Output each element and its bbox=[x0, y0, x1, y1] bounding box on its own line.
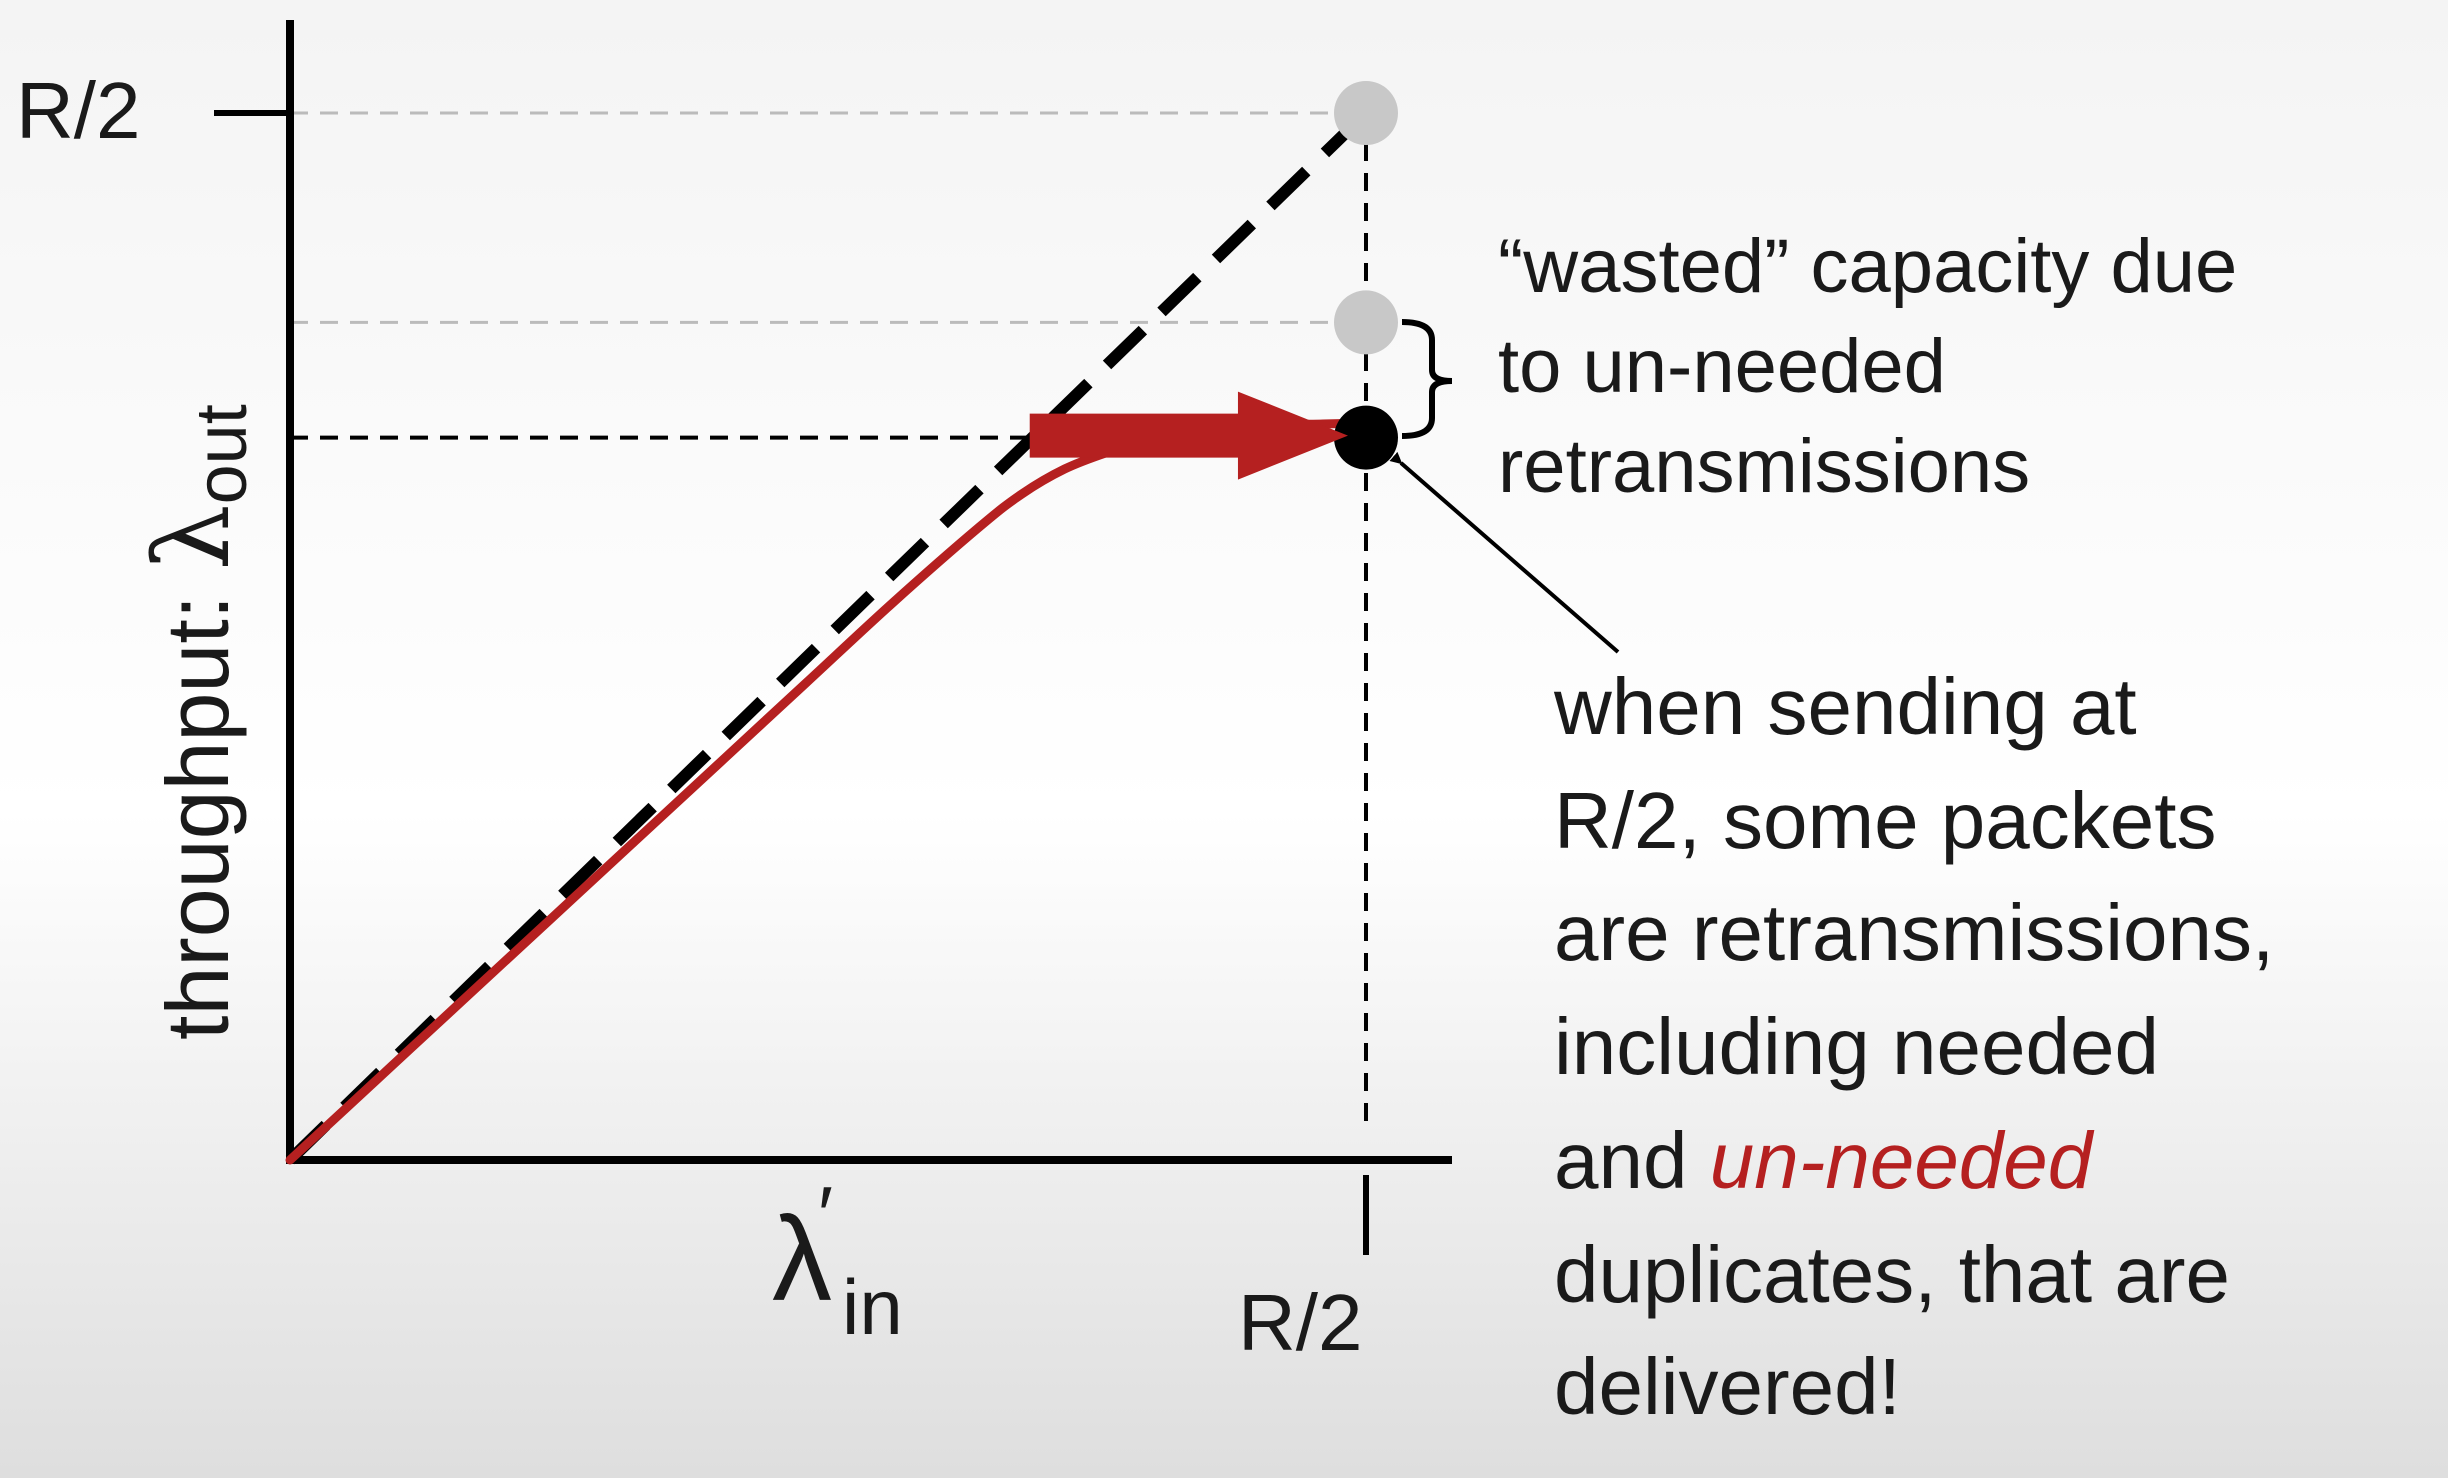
data-points bbox=[1334, 81, 1398, 470]
un-needed-highlight: un-needed bbox=[1710, 1116, 2095, 1205]
wasted-line-2: to un-needed bbox=[1498, 324, 1946, 409]
pointer-arrow bbox=[1389, 451, 1620, 654]
reference-lines bbox=[290, 111, 1368, 1130]
curly-brace bbox=[1401, 319, 1453, 439]
actual-throughput-point bbox=[1334, 405, 1398, 470]
ideal-max-point bbox=[1334, 81, 1398, 145]
x-axis-label-prime: ′ bbox=[818, 1170, 833, 1259]
red-arrow bbox=[1029, 391, 1348, 480]
wasted-capacity-annotation: “wasted” capacity due to un-needed retra… bbox=[1498, 224, 2237, 509]
wasted-capacity-point bbox=[1334, 290, 1398, 355]
y-axis-label: throughput: λout bbox=[131, 404, 262, 1040]
explanation-line-4: including needed bbox=[1554, 1002, 2159, 1091]
x-tick-label: R/2 bbox=[1238, 1278, 1363, 1367]
explanation-line-3: are retransmissions, bbox=[1554, 888, 2274, 977]
explanation-line-5: and un-needed bbox=[1554, 1116, 2095, 1205]
x-axis-label-subscript: in bbox=[842, 1263, 903, 1351]
explanation-line-7: delivered! bbox=[1554, 1342, 1901, 1431]
explanation-line-2: R/2, some packets bbox=[1554, 776, 2217, 865]
explanation-line-6: duplicates, that are bbox=[1554, 1230, 2230, 1319]
explanation-line-1: when sending at bbox=[1553, 662, 2137, 751]
wasted-line-1: “wasted” capacity due bbox=[1498, 224, 2237, 309]
explanation-annotation: when sending at R/2, some packets are re… bbox=[1553, 662, 2274, 1431]
ideal-throughput-line bbox=[285, 108, 1371, 1165]
x-axis-label: λ ′ in bbox=[772, 1170, 903, 1351]
y-tick-label: R/2 bbox=[16, 66, 141, 155]
x-axis-label-symbol: λ bbox=[772, 1192, 832, 1326]
wasted-line-3: retransmissions bbox=[1498, 424, 2030, 509]
